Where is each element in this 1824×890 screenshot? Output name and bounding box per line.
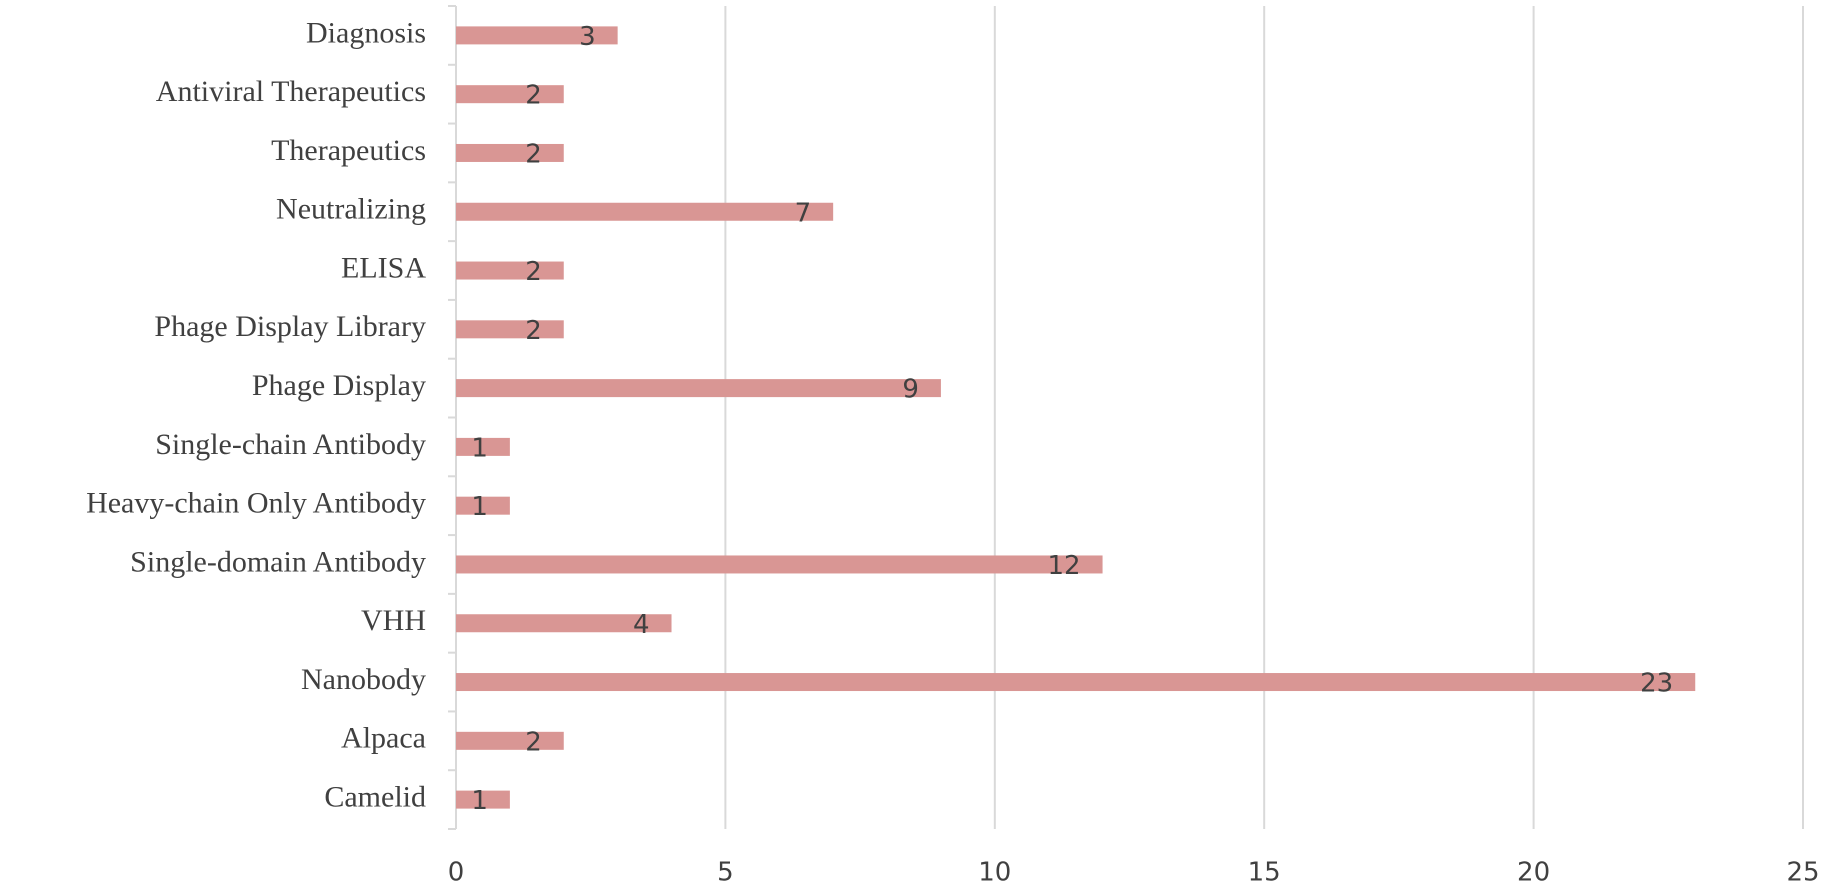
y-tick-label: ELISA [341,251,426,284]
data-label: 1 [471,786,488,816]
y-tick-label: Camelid [324,780,426,813]
data-label: 23 [1640,669,1673,699]
data-label: 2 [525,81,542,111]
y-tick-label: VHH [361,604,426,637]
bar [456,26,618,45]
bar [456,790,510,809]
y-tick-label: Phage Display Library [154,310,426,343]
bar [456,555,1103,574]
bar [456,731,564,750]
data-label: 1 [471,492,488,522]
x-tick-label: 5 [717,858,734,888]
bar [456,496,510,515]
x-tick-label: 15 [1248,858,1281,888]
y-tick-label: Neutralizing [276,193,426,226]
y-tick-label: Single-chain Antibody [155,428,426,461]
y-tick-label: Antiviral Therapeutics [156,75,426,108]
y-tick-label: Alpaca [341,722,426,755]
x-tick-label: 20 [1517,858,1550,888]
data-label: 7 [795,198,812,228]
data-label: 2 [525,257,542,287]
y-tick-label: Diagnosis [306,16,426,49]
bar [456,379,941,398]
data-label: 1 [471,433,488,463]
bar [456,202,834,221]
x-tick-label: 10 [978,858,1011,888]
bar [456,437,510,456]
y-tick-label: Nanobody [301,663,426,696]
x-tick-label: 25 [1786,858,1819,888]
data-label: 9 [902,375,919,405]
bar [456,143,564,162]
y-tick-label: Therapeutics [271,134,426,167]
bar [456,85,564,104]
y-tick-label: Heavy-chain Only Antibody [86,487,426,520]
bar [456,614,672,633]
data-label: 12 [1047,551,1080,581]
x-tick-label: 0 [448,858,465,888]
bar [456,261,564,280]
y-tick-label: Single-domain Antibody [130,545,426,578]
data-label: 2 [525,139,542,169]
bar [456,673,1696,692]
data-label: 2 [525,316,542,346]
data-label: 4 [633,610,650,640]
bar [456,320,564,339]
y-tick-label: Phage Display [252,369,426,402]
data-label: 3 [579,22,596,52]
data-label: 2 [525,727,542,757]
